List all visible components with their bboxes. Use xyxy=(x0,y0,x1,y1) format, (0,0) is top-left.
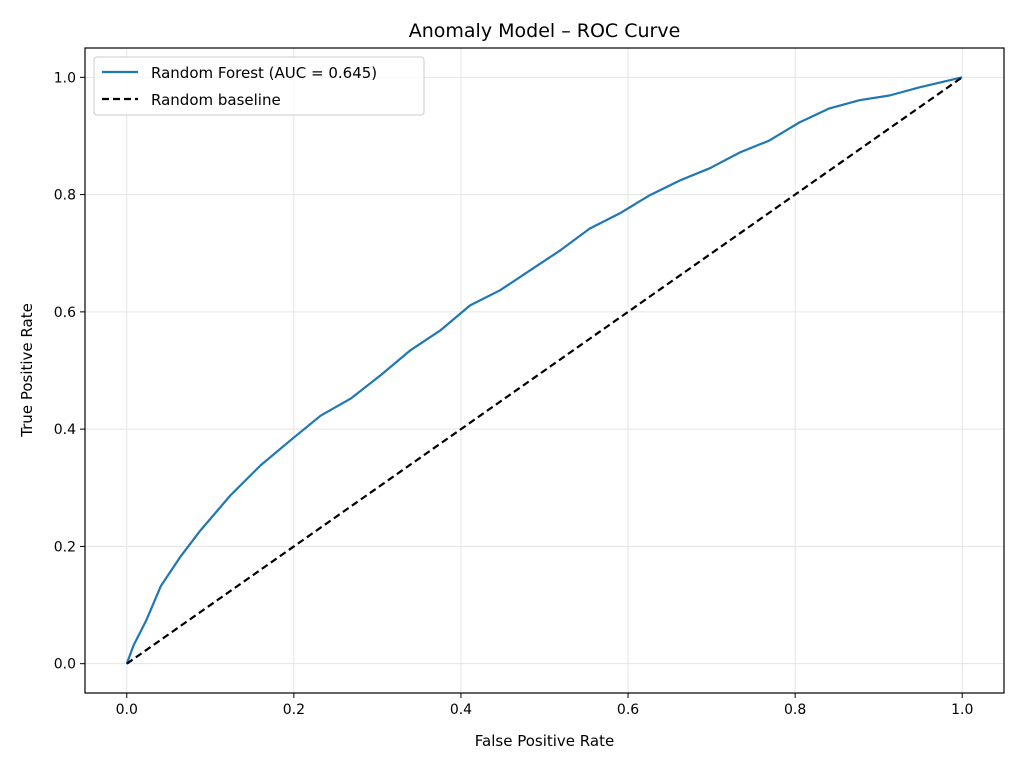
chart-title: Anomaly Model – ROC Curve xyxy=(409,20,681,42)
x-tick-label: 0.0 xyxy=(116,702,138,718)
x-axis-label: False Positive Rate xyxy=(475,732,614,750)
y-tick-label: 0.8 xyxy=(54,188,76,204)
legend-label-baseline: Random baseline xyxy=(151,91,281,109)
y-tick-label: 0.6 xyxy=(54,305,76,321)
y-tick-label: 0.4 xyxy=(54,422,76,438)
series-group xyxy=(125,76,963,665)
y-tick-label: 1.0 xyxy=(54,70,76,86)
roc-curve-random-forest xyxy=(125,76,963,665)
y-tick-label: 0.2 xyxy=(54,539,76,555)
x-tick-label: 1.0 xyxy=(951,702,973,718)
y-axis-label: True Positive Rate xyxy=(18,303,36,438)
roc-baseline xyxy=(126,76,963,665)
y-tick-label: 0.0 xyxy=(54,657,76,673)
legend-box xyxy=(93,56,425,116)
x-tick-label: 0.2 xyxy=(283,702,305,718)
x-tick-label: 0.8 xyxy=(784,702,806,718)
axes-frame xyxy=(84,47,1005,694)
ticks: 0.0 0.2 0.4 0.6 0.8 1.0 0.0 0.2 0.4 0.6 0.8 1.0 xyxy=(54,70,974,718)
legend-label-rf: Random Forest (AUC = 0.645) xyxy=(151,64,377,82)
x-tick-label: 0.6 xyxy=(617,702,639,718)
legend: Random Forest (AUC = 0.645) Random basel… xyxy=(93,56,425,116)
x-tick-label: 0.4 xyxy=(450,702,472,718)
